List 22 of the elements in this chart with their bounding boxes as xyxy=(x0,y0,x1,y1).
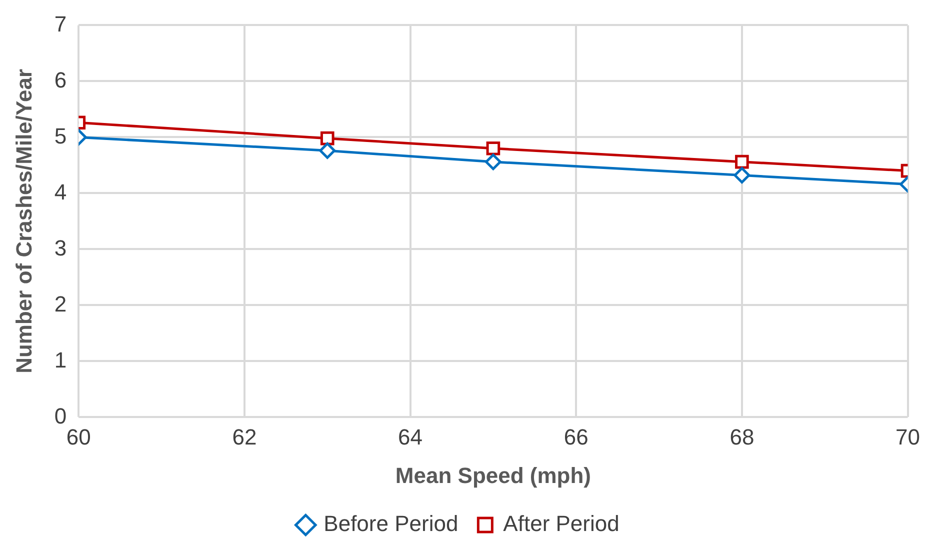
point xyxy=(486,141,500,156)
y-tick-label: 3 xyxy=(54,235,67,260)
x-tick-label: 70 xyxy=(896,424,920,450)
y-tick-label: 2 xyxy=(54,291,67,316)
legend-label: Before Period xyxy=(324,511,458,536)
y-tick-label: 4 xyxy=(54,179,67,204)
x-tick-label: 66 xyxy=(564,424,588,450)
y-tick-label: 6 xyxy=(54,67,67,92)
x-axis-title: Mean Speed (mph) xyxy=(395,462,591,488)
y-tick-label: 7 xyxy=(54,11,67,36)
y-tick-label: 5 xyxy=(54,123,67,148)
legend-label: After Period xyxy=(503,511,620,536)
point xyxy=(320,131,334,146)
y-tick-label: 0 xyxy=(54,403,67,428)
y-tick-label: 1 xyxy=(54,347,67,372)
y-axis-title: Number of Crashes/Mile/Year xyxy=(11,68,36,374)
x-tick-label: 64 xyxy=(398,424,423,450)
x-tick-label: 62 xyxy=(232,424,257,450)
point xyxy=(484,154,502,170)
point xyxy=(319,142,336,159)
x-tick-label: 60 xyxy=(66,424,91,450)
x-tick-label: 68 xyxy=(730,424,754,450)
